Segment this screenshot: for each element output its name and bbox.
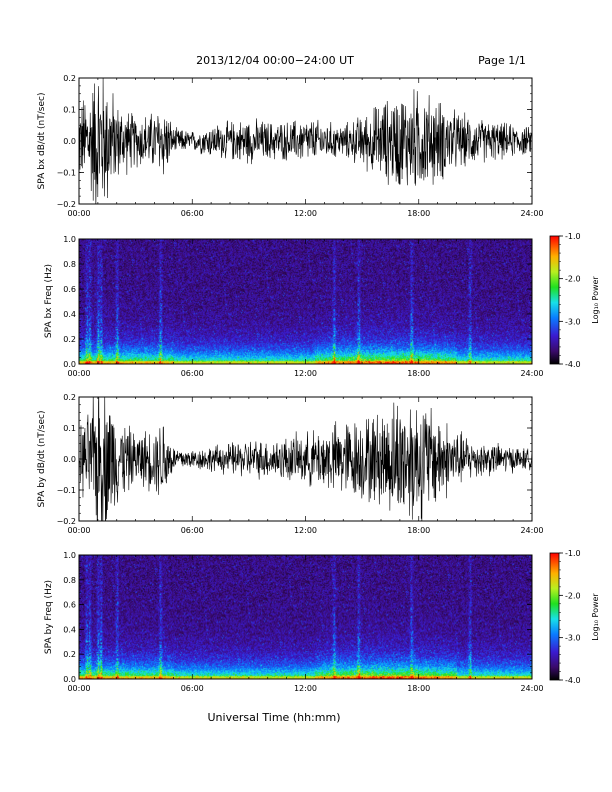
xtick-label: 06:00: [181, 209, 204, 218]
xtick-label: 00:00: [67, 369, 90, 378]
waveform-line: [79, 78, 532, 204]
waveform-line: [79, 397, 532, 521]
xtick-label: 12:00: [294, 369, 317, 378]
xtick-label: 18:00: [407, 209, 430, 218]
bx-spectrogram-yticks: 1.0 0.8 0.6 0.4 0.2 0.0: [63, 235, 532, 369]
bx-waveform-panel: 0.2 0.1 0.0 −0.1 −0.2 00:00 06:00 12:00 18:00 24…: [37, 74, 544, 218]
by-spectrogram-image: [79, 555, 532, 679]
colorbar-tick-label: -2.0: [565, 275, 581, 284]
ytick-label: 1.0: [63, 235, 76, 244]
colorbar-tick-label: -3.0: [565, 634, 581, 643]
xtick-label: 00:00: [67, 526, 90, 535]
bx-waveform-trace: [79, 78, 532, 204]
xtick-label: 24:00: [520, 526, 543, 535]
colorbar-3-gradient: [549, 552, 560, 681]
ytick-label: 0.8: [63, 576, 76, 585]
bx-spectrogram-xticks: 00:00 06:00 12:00 18:00 24:00: [67, 239, 544, 378]
ytick-label: 0.2: [63, 335, 76, 344]
page-title: 2013/12/04 00:00−24:00 UT: [196, 54, 354, 67]
xtick-label: 00:00: [67, 209, 90, 218]
bx-spectrogram-panel: 1.0 0.8 0.6 0.4 0.2 0.0 00:00 06:00 12:00 18:00 2…: [44, 235, 544, 378]
ytick-label: 0.4: [63, 625, 76, 634]
colorbar-tick-label: -1.0: [565, 549, 581, 558]
bx-spectrogram-ylabel: SPA bx Freq (Hz): [44, 264, 54, 338]
xtick-label: 06:00: [181, 369, 204, 378]
xtick-label: 24:00: [520, 684, 543, 693]
ytick-label: 0.4: [63, 310, 76, 319]
ytick-label: 0.2: [63, 74, 76, 83]
bx-waveform-ylabel: SPA bx dB/dt (nT/sec): [37, 93, 47, 190]
by-waveform-panel: 0.2 0.1 0.0 −0.1 −0.2 00:00 06:00 12:00 18:00 24…: [37, 393, 544, 535]
by-waveform-ylabel: SPA by dB/dt (nT/sec): [37, 411, 47, 508]
ytick-label: 0.1: [63, 424, 76, 433]
colorbar-1: -1.0 -2.0 -3.0 -4.0 Log₁₀ Power: [549, 232, 600, 369]
x-axis-label: Universal Time (hh:mm): [208, 711, 341, 724]
xtick-label: 12:00: [294, 526, 317, 535]
by-spectrogram-ylabel: SPA by Freq (Hz): [44, 580, 54, 654]
ytick-label: 0.0: [63, 675, 76, 684]
ytick-label: 1.0: [63, 551, 76, 560]
ytick-label: −0.1: [57, 486, 76, 495]
page-number: Page 1/1: [478, 54, 526, 67]
xtick-label: 24:00: [520, 209, 543, 218]
xtick-label: 24:00: [520, 369, 543, 378]
colorbar-tick-label: -4.0: [565, 676, 581, 685]
colorbar-1-gradient: [549, 235, 560, 365]
colorbar-tick-label: -1.0: [565, 232, 581, 241]
xtick-label: 18:00: [407, 369, 430, 378]
ytick-label: 0.0: [63, 360, 76, 369]
by-waveform-trace: [79, 397, 532, 521]
ytick-label: 0.8: [63, 260, 76, 269]
colorbar-tick-label: -3.0: [565, 317, 581, 326]
colorbar-tick-label: -4.0: [565, 360, 581, 369]
by-spectrogram-xticks: 00:00 06:00 12:00 18:00 24:00: [67, 555, 544, 693]
xtick-label: 06:00: [181, 526, 204, 535]
xtick-label: 12:00: [294, 684, 317, 693]
ytick-label: 0.2: [63, 650, 76, 659]
ytick-label: 0.6: [63, 601, 76, 610]
xtick-label: 18:00: [407, 684, 430, 693]
colorbar-3-ticks: -1.0 -2.0 -3.0 -4.0: [559, 549, 581, 685]
colorbar-3-label: Log₁₀ Power: [591, 593, 600, 641]
ytick-label: 0.2: [63, 393, 76, 402]
colorbar-3: -1.0 -2.0 -3.0 -4.0 Log₁₀ Power: [549, 549, 600, 685]
by-spectrogram-panel: 1.0 0.8 0.6 0.4 0.2 0.0 00:00 06:00 12:00 18:00 2…: [44, 551, 544, 693]
ytick-label: 0.1: [63, 106, 76, 115]
by-waveform-xticks: 00:00 06:00 12:00 18:00 24:00: [67, 397, 544, 535]
ytick-label: 0.0: [63, 137, 76, 146]
xtick-label: 00:00: [67, 684, 90, 693]
xtick-label: 18:00: [407, 526, 430, 535]
xtick-label: 12:00: [294, 209, 317, 218]
ytick-label: −0.2: [57, 517, 76, 526]
ytick-label: 0.0: [63, 455, 76, 464]
ytick-label: −0.1: [57, 169, 76, 178]
bx-waveform-xticks: 00:00 06:00 12:00 18:00 24:00: [67, 78, 544, 218]
xtick-label: 06:00: [181, 684, 204, 693]
ytick-label: −0.2: [57, 200, 76, 209]
ytick-label: 0.6: [63, 285, 76, 294]
by-spectrogram-yticks: 1.0 0.8 0.6 0.4 0.2 0.0: [63, 551, 532, 684]
bx-waveform-yticks: 0.2 0.1 0.0 −0.1 −0.2: [57, 74, 532, 209]
by-waveform-yticks: 0.2 0.1 0.0 −0.1 −0.2: [57, 393, 532, 526]
colorbar-tick-label: -2.0: [565, 591, 581, 600]
bx-spectrogram-image: [79, 239, 532, 364]
colorbar-1-ticks: -1.0 -2.0 -3.0 -4.0: [559, 232, 581, 369]
colorbar-1-label: Log₁₀ Power: [591, 276, 600, 324]
